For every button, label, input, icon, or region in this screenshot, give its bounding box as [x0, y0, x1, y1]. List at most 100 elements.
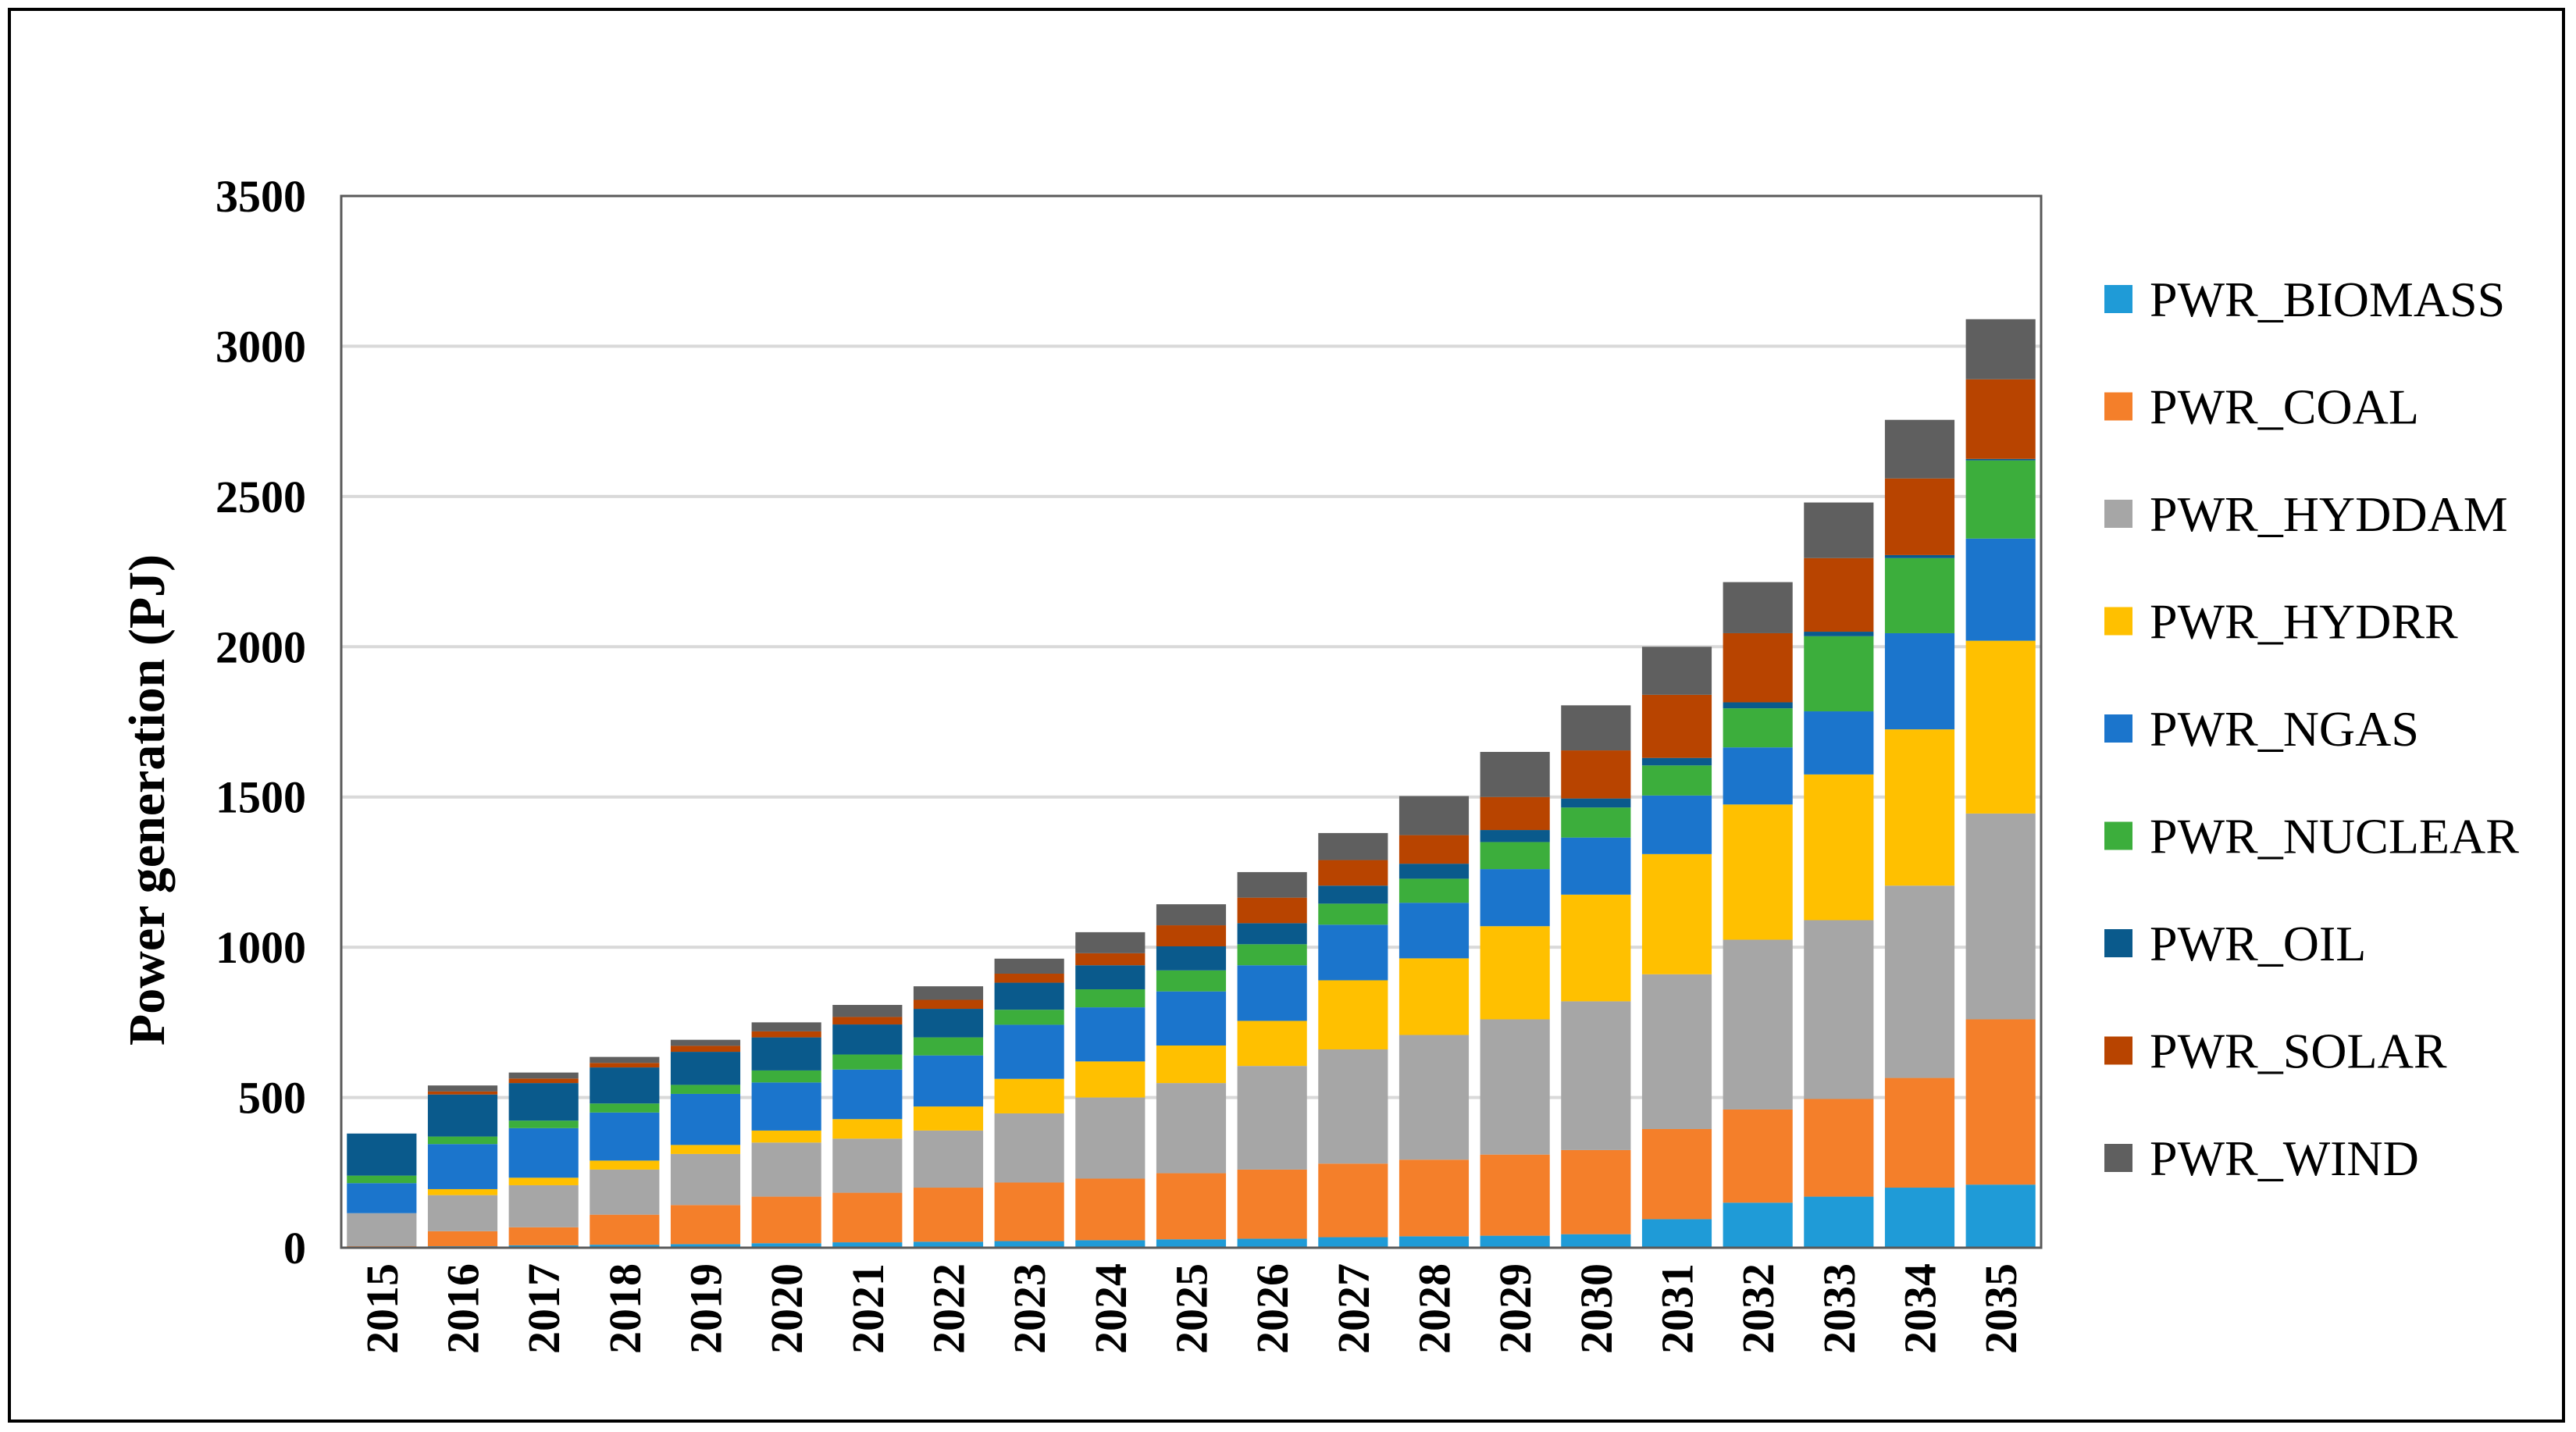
- bar-segment-pwr-solar-2034: [1884, 478, 1955, 555]
- bar-segment-pwr-oil-2031: [1641, 757, 1712, 766]
- bar-segment-pwr-ngas-2028: [1398, 903, 1470, 959]
- x-tick-label: 2031: [1652, 1263, 1703, 1354]
- bar-segment-pwr-coal-2022: [913, 1188, 984, 1242]
- bar-segment-pwr-wind-2018: [590, 1056, 660, 1063]
- bar-segment-pwr-biomass-2030: [1561, 1234, 1631, 1248]
- bar-segment-pwr-hydrr-2027: [1318, 980, 1388, 1049]
- bar-segment-pwr-nuclear-2034: [1884, 557, 1955, 633]
- bar-segment-pwr-solar-2029: [1480, 796, 1550, 831]
- bar-segment-pwr-coal-2018: [590, 1214, 660, 1245]
- bar-segment-pwr-biomass-2028: [1398, 1236, 1470, 1248]
- legend-label: PWR_HYDDAM: [2150, 486, 2508, 542]
- y-axis-title: Power generation (PJ): [119, 554, 176, 1046]
- bar-segment-pwr-hydrr-2025: [1156, 1045, 1227, 1084]
- bar-segment-pwr-solar-2031: [1641, 694, 1712, 758]
- bar-segment-pwr-nuclear-2031: [1641, 765, 1712, 796]
- bar-segment-pwr-wind-2028: [1398, 796, 1470, 835]
- bar-segment-pwr-coal-2029: [1480, 1154, 1550, 1236]
- legend-label: PWR_COAL: [2150, 379, 2419, 435]
- bar-segment-pwr-hydrr-2029: [1480, 926, 1550, 1020]
- bar-segment-pwr-ngas-2022: [913, 1055, 984, 1107]
- bar-segment-pwr-biomass-2025: [1156, 1239, 1227, 1248]
- bar-segment-pwr-hydrr-2033: [1804, 774, 1874, 921]
- bar-segment-pwr-solar-2028: [1398, 835, 1470, 864]
- bar-segment-pwr-coal-2027: [1318, 1163, 1388, 1238]
- bar-segment-pwr-oil-2034: [1884, 554, 1955, 558]
- bar-segment-pwr-ngas-2031: [1641, 795, 1712, 854]
- legend-swatch: [2104, 714, 2132, 743]
- bar-segment-pwr-ngas-2015: [347, 1183, 417, 1213]
- bar-segment-pwr-hydrr-2016: [427, 1188, 498, 1195]
- bar-segment-pwr-oil-2022: [913, 1009, 984, 1038]
- bar-segment-pwr-biomass-2026: [1237, 1238, 1307, 1248]
- y-tick-label: 3000: [216, 321, 306, 372]
- bar-segment-pwr-ngas-2025: [1156, 991, 1227, 1046]
- bar-segment-pwr-hydrr-2024: [1075, 1061, 1145, 1098]
- bar-segment-pwr-hydrr-2019: [670, 1145, 741, 1154]
- bar-segment-pwr-hyddam-2026: [1237, 1066, 1307, 1170]
- bar-segment-pwr-biomass-2022: [913, 1241, 984, 1248]
- bar-segment-pwr-nuclear-2022: [913, 1037, 984, 1056]
- bar-segment-pwr-nuclear-2015: [347, 1175, 417, 1184]
- bar-segment-pwr-hyddam-2035: [1965, 813, 2036, 1020]
- bar-segment-pwr-solar-2032: [1723, 632, 1793, 703]
- y-tick-label: 1500: [216, 772, 306, 823]
- bar-segment-pwr-hyddam-2023: [994, 1113, 1064, 1183]
- bar-segment-pwr-biomass-2031: [1641, 1219, 1712, 1248]
- bar-segment-pwr-solar-2026: [1237, 897, 1307, 924]
- bar-segment-pwr-solar-2016: [427, 1091, 498, 1095]
- legend-label: PWR_OIL: [2150, 916, 2366, 971]
- bar-segment-pwr-nuclear-2026: [1237, 944, 1307, 966]
- bar-segment-pwr-hyddam-2025: [1156, 1083, 1227, 1174]
- bar-segment-pwr-wind-2031: [1641, 647, 1712, 695]
- bar-segment-pwr-oil-2021: [832, 1024, 903, 1055]
- bar-segment-pwr-ngas-2019: [670, 1093, 741, 1145]
- x-tick-label: 2033: [1814, 1263, 1865, 1354]
- legend: PWR_BIOMASS PWR_COAL PWR_HYDDAM PWR_HYDRR PW…: [2104, 272, 2519, 1186]
- bar-segment-pwr-coal-2035: [1965, 1019, 2036, 1185]
- x-tick-label: 2019: [681, 1263, 732, 1354]
- bar-segment-pwr-oil-2024: [1075, 965, 1145, 990]
- bar-segment-pwr-wind-2021: [832, 1005, 903, 1017]
- bar-segment-pwr-wind-2019: [670, 1039, 741, 1046]
- bar-segment-pwr-oil-2030: [1561, 798, 1631, 808]
- x-tick-label: 2025: [1167, 1263, 1217, 1354]
- x-tick-label: 2018: [600, 1263, 650, 1354]
- bar-segment-pwr-coal-2030: [1561, 1149, 1631, 1234]
- bar-segment-pwr-biomass-2018: [590, 1245, 660, 1248]
- x-tick-label: 2032: [1733, 1263, 1783, 1354]
- bar-segment-pwr-biomass-2035: [1965, 1184, 2036, 1248]
- bar-segment-pwr-wind-2033: [1804, 502, 1874, 558]
- bar-segment-pwr-hydrr-2023: [994, 1078, 1064, 1113]
- bar-segment-pwr-oil-2017: [508, 1083, 579, 1121]
- bar-segment-pwr-hyddam-2032: [1723, 939, 1793, 1110]
- bar-segment-pwr-hyddam-2022: [913, 1130, 984, 1188]
- bar-segment-pwr-wind-2025: [1156, 904, 1227, 926]
- bar-segment-pwr-wind-2029: [1480, 751, 1550, 797]
- x-tick-label: 2017: [518, 1263, 569, 1354]
- x-tick-label: 2023: [1004, 1263, 1055, 1354]
- bar-segment-pwr-coal-2034: [1884, 1078, 1955, 1188]
- bar-segment-pwr-coal-2024: [1075, 1178, 1145, 1241]
- bar-segment-pwr-hyddam-2017: [508, 1184, 579, 1227]
- legend-label: PWR_HYDRR: [2150, 594, 2458, 650]
- bar-segment-pwr-hydrr-2017: [508, 1177, 579, 1185]
- bar-segment-pwr-hydrr-2032: [1723, 804, 1793, 940]
- bar-segment-pwr-hyddam-2034: [1884, 885, 1955, 1078]
- bar-segment-pwr-solar-2020: [751, 1031, 821, 1038]
- legend-swatch: [2104, 1036, 2132, 1065]
- bar-segment-pwr-hyddam-2018: [590, 1169, 660, 1215]
- bar-segment-pwr-oil-2016: [427, 1094, 498, 1137]
- bar-segment-pwr-oil-2026: [1237, 923, 1307, 945]
- bar-segment-pwr-coal-2019: [670, 1205, 741, 1245]
- bar-segment-pwr-nuclear-2021: [832, 1054, 903, 1070]
- legend-swatch: [2104, 500, 2132, 528]
- bar-segment-pwr-solar-2019: [670, 1046, 741, 1053]
- bar-segment-pwr-hyddam-2029: [1480, 1019, 1550, 1155]
- bar-segment-pwr-wind-2020: [751, 1022, 821, 1031]
- bar-segment-pwr-coal-2032: [1723, 1109, 1793, 1203]
- bar-segment-pwr-solar-2018: [590, 1063, 660, 1068]
- bar-segment-pwr-nuclear-2030: [1561, 807, 1631, 838]
- bar-segment-pwr-nuclear-2023: [994, 1010, 1064, 1025]
- x-tick-label: 2015: [357, 1263, 408, 1354]
